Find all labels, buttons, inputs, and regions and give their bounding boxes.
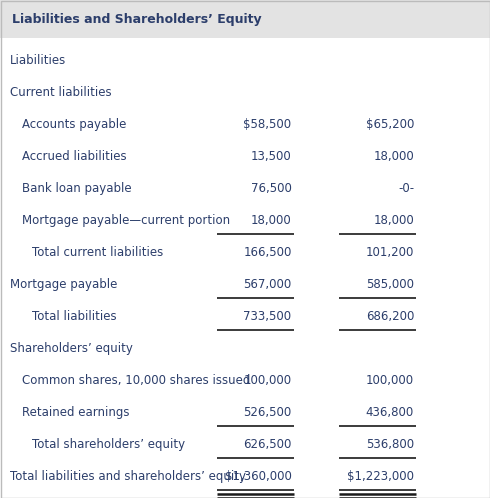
Text: Total liabilities and shareholders’ equity: Total liabilities and shareholders’ equi… — [10, 470, 246, 483]
Text: $1,223,000: $1,223,000 — [347, 470, 414, 483]
Text: 567,000: 567,000 — [244, 277, 292, 290]
Text: $65,200: $65,200 — [366, 118, 414, 130]
Text: Bank loan payable: Bank loan payable — [22, 181, 132, 195]
Text: 166,500: 166,500 — [243, 246, 292, 258]
Text: 18,000: 18,000 — [373, 214, 414, 227]
Text: 18,000: 18,000 — [251, 214, 292, 227]
Text: 76,500: 76,500 — [251, 181, 292, 195]
Text: Accrued liabilities: Accrued liabilities — [22, 149, 126, 162]
Bar — [0, 0, 490, 38]
Text: Total current liabilities: Total current liabilities — [32, 246, 163, 258]
Text: 585,000: 585,000 — [366, 277, 414, 290]
Text: 13,500: 13,500 — [251, 149, 292, 162]
Text: 733,500: 733,500 — [244, 309, 292, 323]
Text: 100,000: 100,000 — [244, 374, 292, 386]
Text: $58,500: $58,500 — [244, 118, 292, 130]
Text: Liabilities and Shareholders’ Equity: Liabilities and Shareholders’ Equity — [12, 12, 262, 25]
Text: Liabilities: Liabilities — [10, 53, 66, 67]
Text: Shareholders’ equity: Shareholders’ equity — [10, 342, 133, 355]
Text: Mortgage payable—current portion: Mortgage payable—current portion — [22, 214, 230, 227]
Text: 526,500: 526,500 — [244, 405, 292, 418]
Text: Total liabilities: Total liabilities — [32, 309, 117, 323]
Text: -0-: -0- — [398, 181, 414, 195]
Text: Total shareholders’ equity: Total shareholders’ equity — [32, 438, 185, 451]
Text: Common shares, 10,000 shares issued: Common shares, 10,000 shares issued — [22, 374, 250, 386]
Text: 626,500: 626,500 — [243, 438, 292, 451]
Text: Current liabilities: Current liabilities — [10, 86, 112, 99]
Text: 536,800: 536,800 — [366, 438, 414, 451]
Text: 436,800: 436,800 — [366, 405, 414, 418]
Text: 686,200: 686,200 — [366, 309, 414, 323]
Text: 101,200: 101,200 — [366, 246, 414, 258]
Text: 100,000: 100,000 — [366, 374, 414, 386]
Text: Accounts payable: Accounts payable — [22, 118, 126, 130]
Text: $1,360,000: $1,360,000 — [225, 470, 292, 483]
Text: 18,000: 18,000 — [373, 149, 414, 162]
Text: Retained earnings: Retained earnings — [22, 405, 129, 418]
Text: Mortgage payable: Mortgage payable — [10, 277, 118, 290]
